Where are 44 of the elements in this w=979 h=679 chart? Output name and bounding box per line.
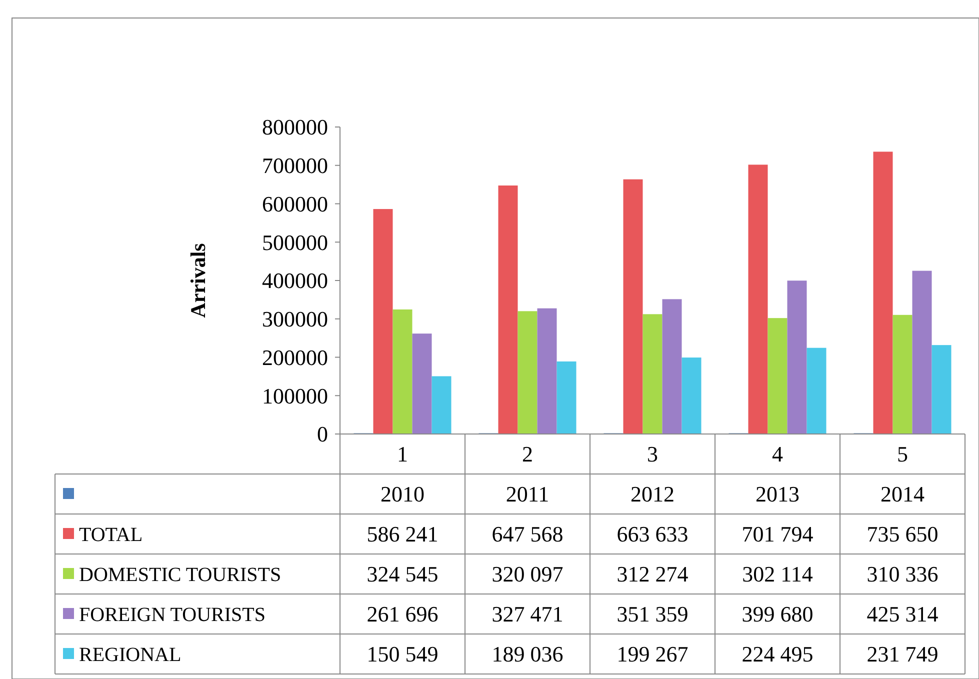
- x-tick-label: 4: [772, 442, 783, 467]
- legend-label: TOTAL: [79, 524, 143, 546]
- y-tick-label: 200000: [262, 344, 328, 370]
- legend-label: REGIONAL: [79, 644, 182, 666]
- data-label: 261 696: [366, 602, 438, 627]
- data-label: 663 633: [616, 522, 688, 547]
- data-label: 327 471: [492, 602, 564, 627]
- data-label: 2013: [756, 482, 800, 507]
- data-label: 735 650: [866, 522, 938, 547]
- data-label: 2010: [380, 482, 424, 507]
- x-tick-label: 2: [522, 442, 533, 467]
- y-tick-label: 400000: [262, 268, 328, 294]
- x-tick-label: 5: [897, 442, 908, 467]
- data-label: 2014: [880, 482, 924, 507]
- data-label: 310 336: [866, 562, 938, 587]
- y-tick-label: 100000: [262, 383, 328, 408]
- x-tick-label: 1: [397, 442, 408, 467]
- data-label: 231 749: [866, 642, 938, 667]
- data-label: 2011: [506, 482, 550, 507]
- x-tick-label: 3: [647, 442, 658, 467]
- y-tick-label: 800000: [262, 114, 328, 140]
- data-label: 586 241: [366, 522, 438, 547]
- y-axis-title: Arrivals: [186, 243, 210, 318]
- data-label: 199 267: [616, 642, 688, 667]
- legend-label: FOREIGN TOURISTS: [79, 604, 266, 626]
- data-label: 351 359: [616, 602, 688, 627]
- data-label: 312 274: [616, 562, 688, 587]
- data-label: 302 114: [742, 562, 813, 587]
- y-tick-label: 500000: [262, 230, 328, 255]
- data-label: 425 314: [866, 602, 938, 627]
- data-label: 701 794: [742, 522, 814, 547]
- data-label: 189 036: [492, 642, 564, 667]
- data-label: 320 097: [492, 562, 564, 587]
- y-tick-label: 0: [317, 422, 328, 447]
- y-tick-label: 700000: [262, 153, 328, 178]
- data-label: 324 545: [366, 562, 438, 587]
- data-label: 647 568: [492, 522, 564, 547]
- data-label: 2012: [630, 482, 674, 507]
- data-label: 399 680: [742, 602, 814, 627]
- data-label: 150 549: [366, 642, 438, 667]
- y-tick-label: 300000: [262, 306, 328, 332]
- y-tick-label: 600000: [262, 191, 328, 216]
- data-label: 224 495: [742, 642, 814, 667]
- legend-label: DOMESTIC TOURISTS: [79, 564, 282, 586]
